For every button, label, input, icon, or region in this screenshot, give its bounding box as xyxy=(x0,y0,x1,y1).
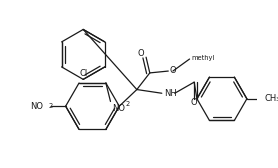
Text: CH₃: CH₃ xyxy=(264,94,278,103)
Text: O: O xyxy=(138,49,144,58)
Text: 2: 2 xyxy=(49,103,53,109)
Text: O: O xyxy=(191,98,197,107)
Text: Cl: Cl xyxy=(79,69,87,78)
Text: NH: NH xyxy=(164,89,177,98)
Text: NO: NO xyxy=(31,102,43,111)
Text: methyl: methyl xyxy=(191,55,215,61)
Text: O: O xyxy=(169,66,176,75)
Text: NO: NO xyxy=(112,104,125,113)
Text: 2: 2 xyxy=(125,100,130,107)
